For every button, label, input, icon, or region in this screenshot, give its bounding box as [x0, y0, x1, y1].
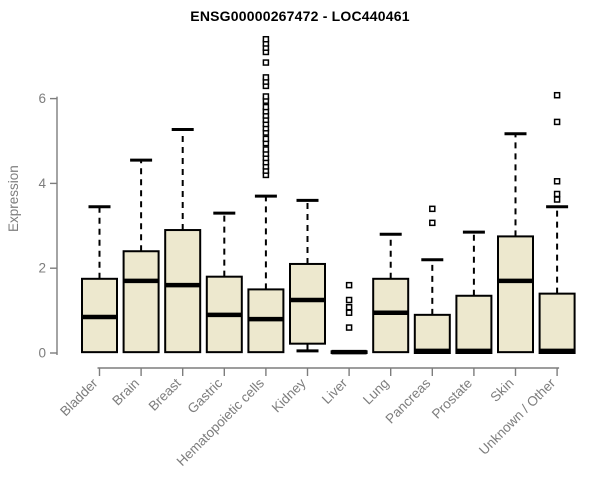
- category-label: Prostate: [429, 376, 475, 422]
- category-label: Brain: [109, 376, 142, 409]
- category-label: Lung: [360, 376, 392, 408]
- y-tick-label: 4: [38, 176, 46, 191]
- outlier-point: [262, 103, 270, 111]
- outlier-point: [553, 91, 561, 99]
- outlier-point: [345, 281, 353, 289]
- category-label: Breast: [146, 375, 184, 413]
- outlier-point: [345, 309, 353, 316]
- outlier-point: [345, 303, 353, 311]
- y-tick-label: 2: [38, 261, 46, 276]
- outlier-point: [262, 146, 270, 153]
- category-label: Bladder: [57, 375, 101, 419]
- iqr-box: [122, 250, 160, 354]
- outlier-point: [553, 118, 561, 126]
- outlier-point: [262, 59, 270, 66]
- outlier-point: [553, 196, 561, 203]
- iqr-box: [455, 294, 493, 355]
- iqr-box: [413, 313, 451, 354]
- iqr-box: [497, 235, 534, 354]
- category-label: Kidney: [269, 375, 309, 415]
- outlier-point: [553, 178, 561, 185]
- iqr-box: [289, 262, 326, 345]
- category-label: Unknown / Other: [476, 375, 559, 458]
- y-tick-label: 0: [38, 346, 46, 361]
- iqr-box: [164, 229, 202, 354]
- outlier-point: [262, 93, 270, 100]
- category-label: Liver: [319, 375, 351, 407]
- outlier-point: [345, 296, 353, 304]
- outlier-point: [262, 135, 270, 143]
- outlier-point: [262, 74, 270, 81]
- iqr-box: [538, 292, 576, 355]
- y-tick-label: 6: [38, 91, 46, 106]
- chart-title: ENSG00000267472 - LOC440461: [190, 8, 410, 24]
- outlier-point: [429, 205, 436, 213]
- category-label: Skin: [487, 376, 516, 405]
- outlier-point: [553, 190, 561, 198]
- iqr-box: [372, 277, 410, 354]
- outlier-point: [345, 324, 353, 331]
- category-label: Pancreas: [382, 375, 433, 426]
- outlier-point: [429, 219, 436, 227]
- outlier-point: [262, 35, 270, 43]
- category-label: Gastric: [185, 375, 226, 416]
